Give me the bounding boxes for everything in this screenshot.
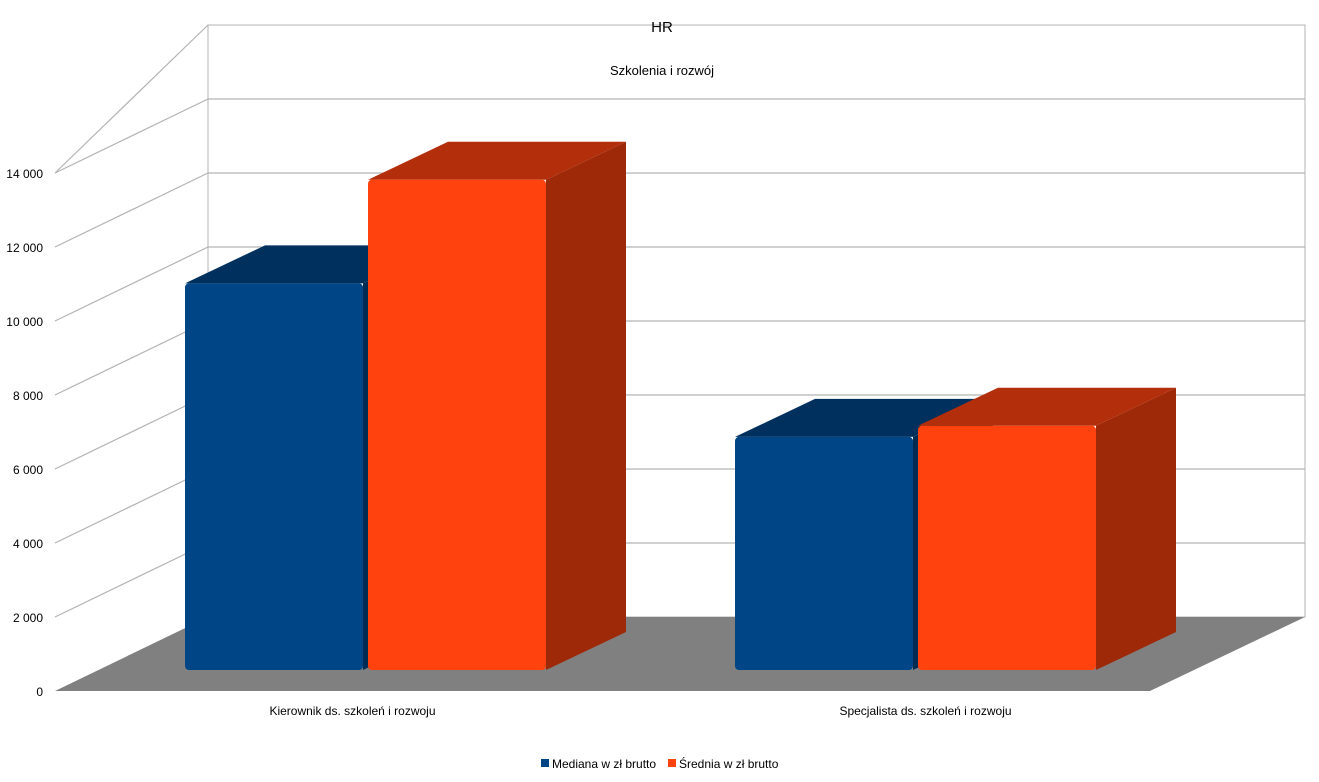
gridline-side [54, 172, 209, 248]
gridline-side [54, 320, 209, 396]
y-tick-label: 2 000 [13, 611, 43, 625]
bars [185, 141, 1176, 670]
gridline-side [54, 394, 209, 470]
gridline-side [54, 542, 209, 618]
y-tick-label: 4 000 [13, 537, 43, 551]
bar-front [185, 283, 363, 670]
bar-front [735, 436, 913, 670]
y-tick-label: 14 000 [6, 167, 43, 181]
legend-swatch [541, 759, 549, 767]
y-tick-label: 0 [36, 685, 43, 699]
legend-label: Średnia w zł brutto [679, 756, 779, 771]
bar-side [546, 141, 626, 670]
gridline-side [54, 246, 209, 322]
x-tick-label: Specjalista ds. szkoleń i rozwoju [839, 704, 1011, 718]
y-tick-label: 6 000 [13, 463, 43, 477]
bar [918, 387, 1176, 670]
chart-title: HR [651, 19, 673, 36]
chart-subtitle: Szkolenia i rozwój [610, 63, 714, 78]
bar-front [368, 179, 546, 670]
legend-label: Mediana w zł brutto [552, 757, 656, 771]
gridline-side [54, 98, 209, 174]
legend-swatch [668, 759, 676, 767]
bar-front [918, 425, 1096, 670]
y-tick-label: 12 000 [6, 241, 43, 255]
y-tick-label: 8 000 [13, 389, 43, 403]
y-tick-label: 10 000 [6, 315, 43, 329]
gridline-side [54, 468, 209, 544]
x-tick-label: Kierownik ds. szkoleń i rozwoju [269, 704, 435, 718]
bar-top [918, 387, 1176, 426]
bar [368, 141, 626, 670]
gridline-side [54, 24, 209, 174]
y-axis-labels: 0 2 000 4 000 6 000 8 000 10 000 12 000 14 000 [6, 167, 43, 699]
x-axis-labels: Kierownik ds. szkoleń i rozwoju Specjalis… [269, 704, 1011, 718]
bar-side [1096, 387, 1176, 670]
legend: Mediana w zł brutto Średnia w zł brutto [541, 756, 779, 771]
bar-top [368, 141, 626, 180]
